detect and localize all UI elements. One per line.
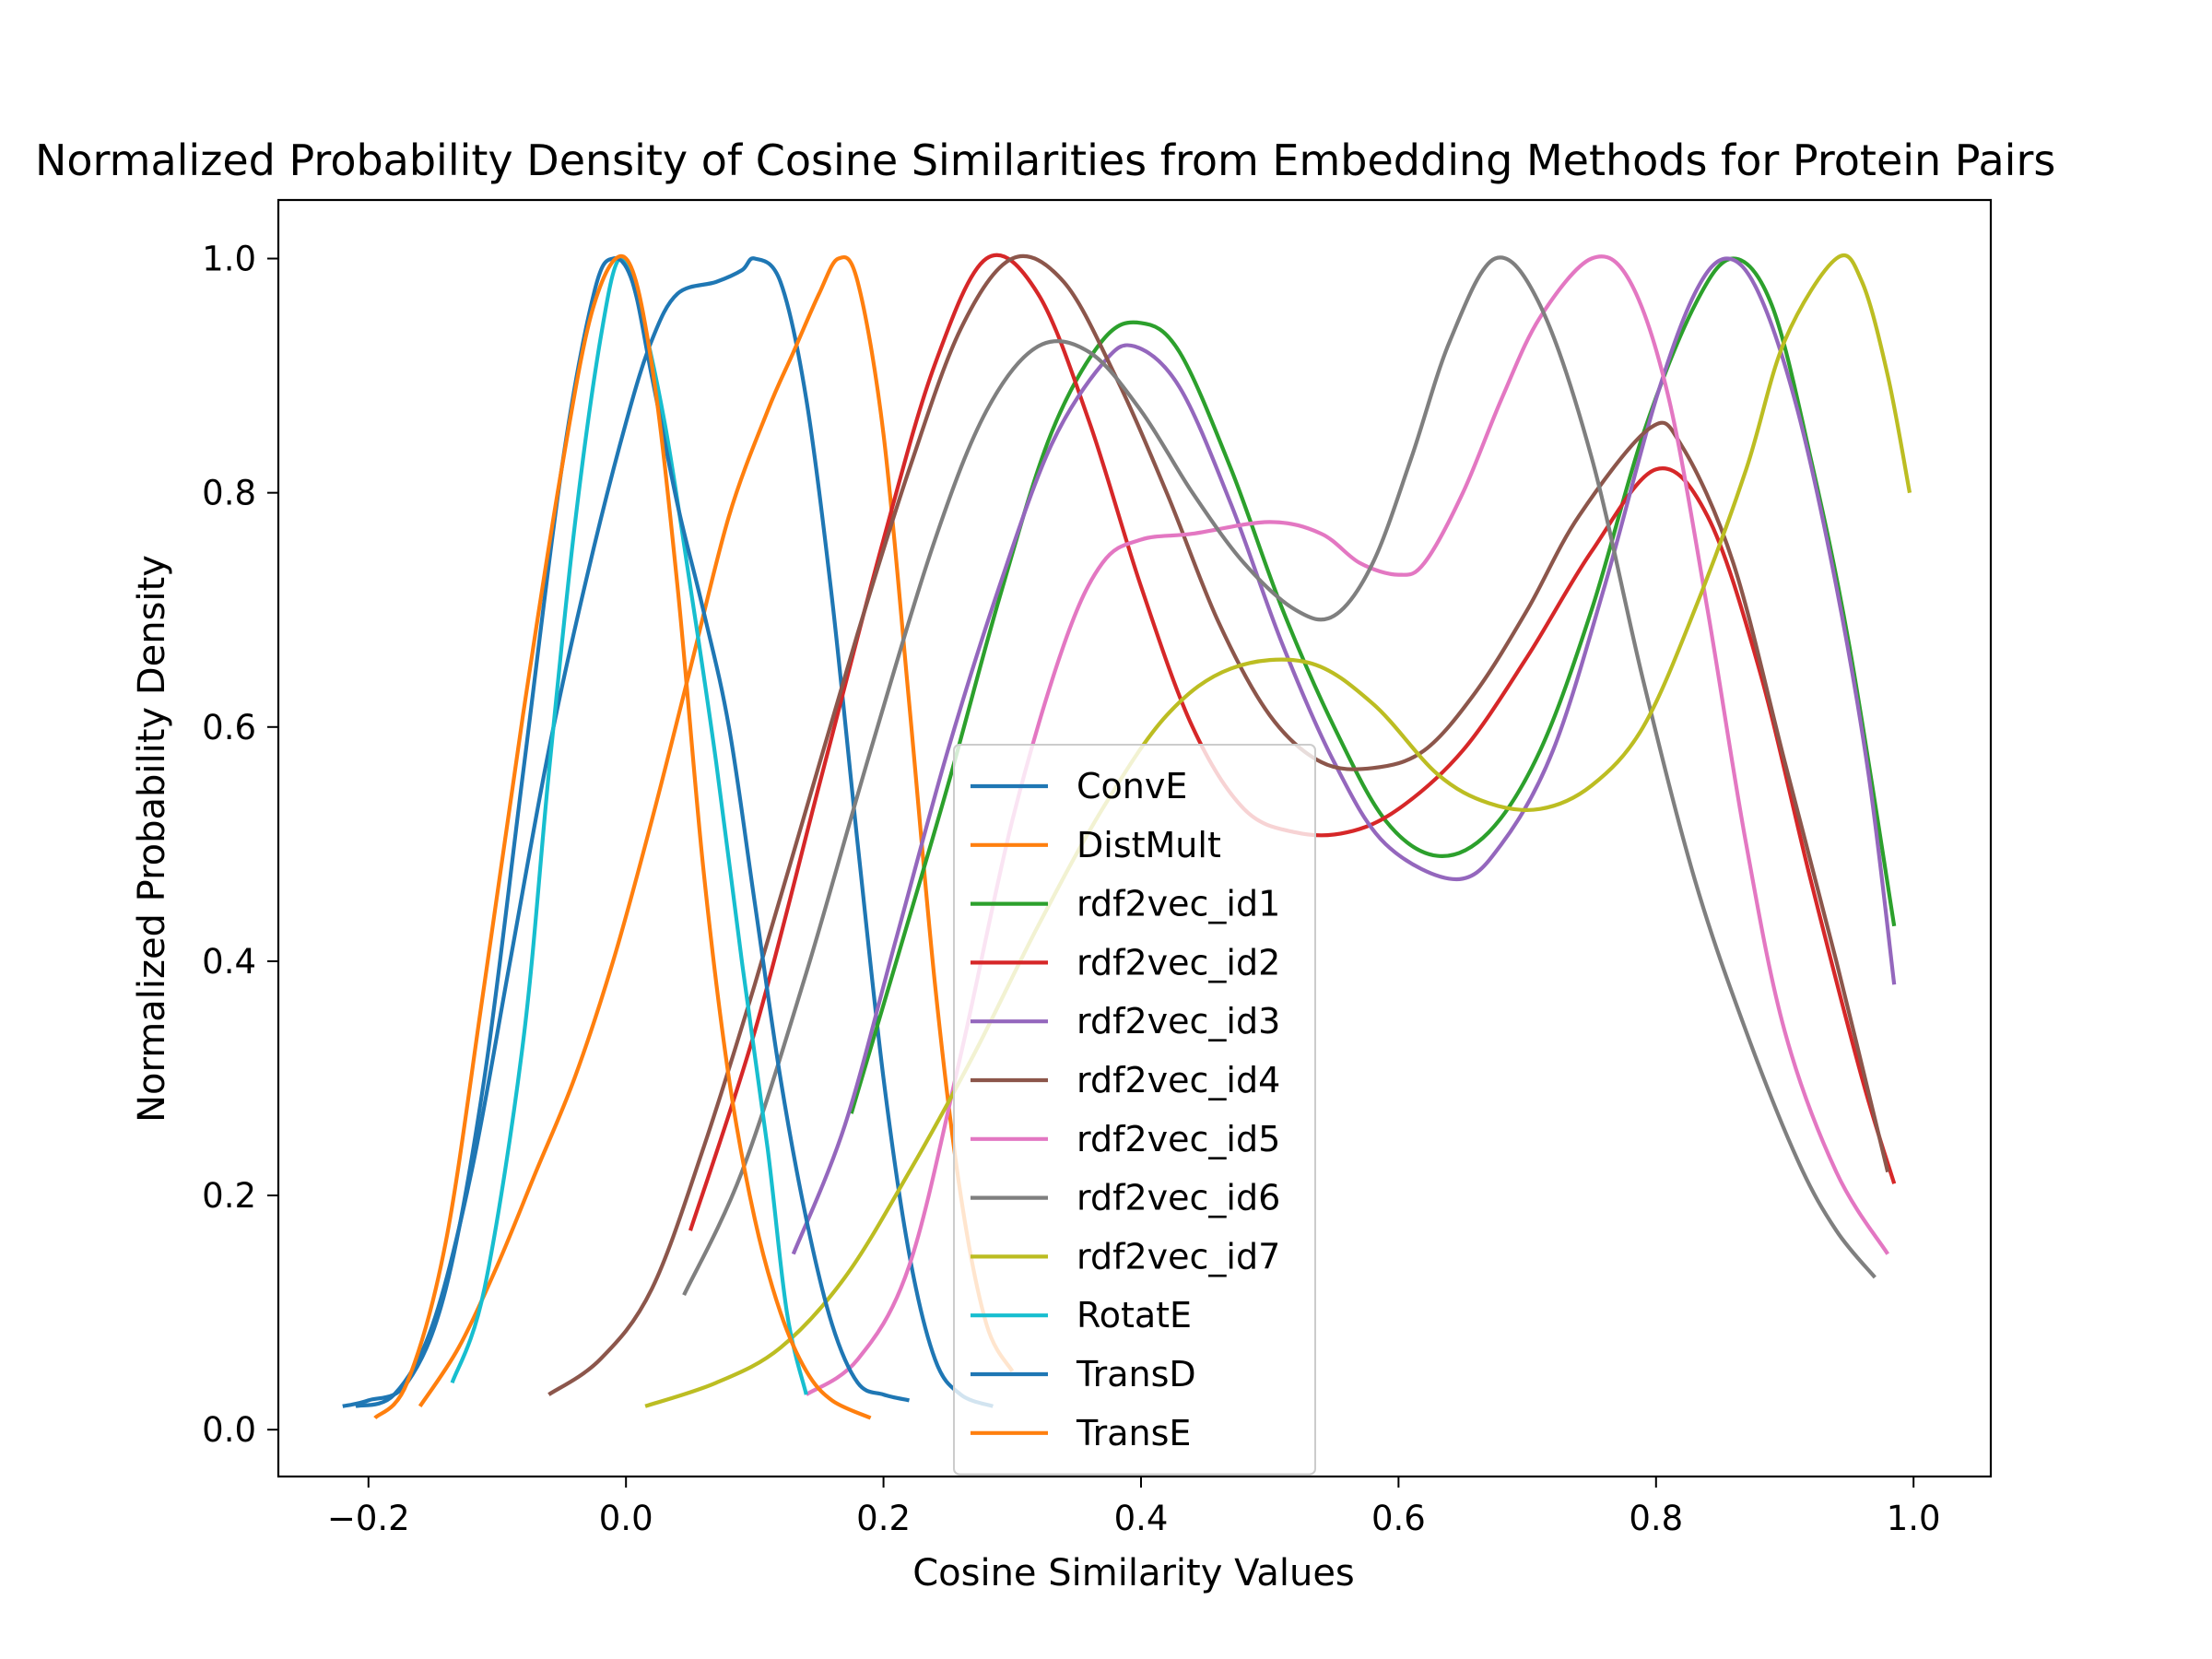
legend-label: rdf2vec_id4	[1077, 1060, 1280, 1100]
series-line-transe	[373, 253, 872, 1420]
x-tick-label: −0.2	[327, 1499, 410, 1538]
y-axis: 0.0 0.2 0.4 0.6 0.8 1.0	[202, 240, 278, 1450]
chart-title: Normalized Probability Density of Cosine…	[35, 135, 2055, 185]
legend-label: rdf2vec_id6	[1077, 1178, 1280, 1218]
legend-label: rdf2vec_id1	[1077, 884, 1280, 924]
x-tick-label: 0.8	[1629, 1499, 1683, 1538]
y-tick-label: 0.8	[202, 474, 256, 513]
y-tick-label: 0.6	[202, 708, 256, 747]
series-line-rdf2vec-id4	[547, 253, 1890, 1396]
legend-label: ConvE	[1077, 766, 1187, 806]
legend-label: rdf2vec_id3	[1077, 1001, 1280, 1041]
legend-label: RotatE	[1077, 1295, 1192, 1335]
legend-label: rdf2vec_id2	[1077, 942, 1280, 982]
legend-label: rdf2vec_id7	[1077, 1236, 1280, 1277]
x-tick-label: 1.0	[1887, 1499, 1941, 1538]
y-tick-label: 0.2	[202, 1176, 256, 1216]
y-tick-label: 1.0	[202, 240, 256, 279]
y-tick-label: 0.0	[202, 1410, 256, 1450]
series-line-rdf2vec-id6	[682, 255, 1877, 1296]
x-tick-label: 0.6	[1371, 1499, 1426, 1538]
series-line-transd	[342, 256, 910, 1408]
legend: ConvE DistMult rdf2vec_id1 rdf2vec_id2 rdf2v…	[953, 744, 1316, 1476]
legend-label: rdf2vec_id5	[1077, 1119, 1280, 1159]
y-axis-label: Normalized Probability Density	[131, 555, 173, 1123]
series-line-distmult	[418, 255, 1015, 1407]
series-line-rdf2vec-id7	[644, 253, 1912, 1408]
legend-box	[953, 744, 1316, 1476]
series-line-rdf2vec-id1	[849, 256, 1897, 1114]
series-line-rdf2vec-id3	[791, 256, 1897, 1255]
x-axis: −0.2 0.0 0.2 0.4 0.6 0.8 1.0	[327, 1477, 1941, 1538]
legend-label: TransD	[1076, 1354, 1196, 1394]
series-line-conve	[355, 256, 994, 1408]
plot-frame	[276, 198, 1993, 1478]
x-tick-label: 0.2	[856, 1499, 911, 1538]
legend-label: DistMult	[1077, 825, 1221, 865]
y-tick-label: 0.4	[202, 942, 256, 982]
x-tick-label: 0.4	[1114, 1499, 1169, 1538]
x-tick-label: 0.0	[599, 1499, 653, 1538]
legend-label: TransE	[1076, 1413, 1191, 1453]
x-axis-label: Cosine Similarity Values	[912, 1552, 1355, 1594]
